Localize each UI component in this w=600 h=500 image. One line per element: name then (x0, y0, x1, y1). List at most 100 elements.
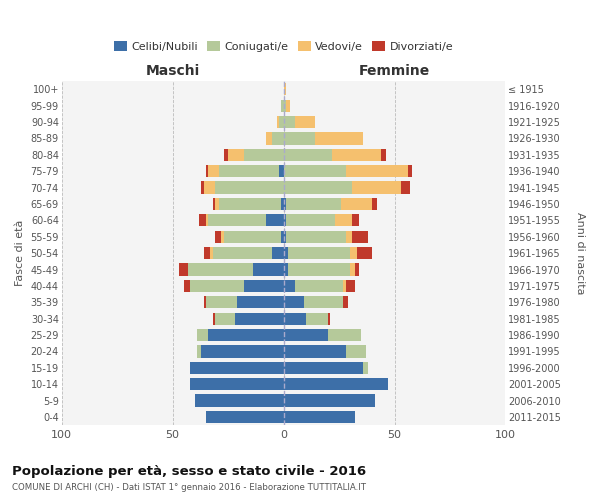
Bar (284, 312, 306, 325)
Bar (306, 312, 328, 325)
Bar (355, 264, 359, 276)
Bar (212, 247, 272, 260)
Bar (281, 230, 284, 243)
Bar (304, 296, 343, 308)
Bar (206, 165, 208, 177)
Bar (228, 148, 244, 161)
Legend: Celibi/Nubili, Coniugati/e, Vedovi/e, Divorziati/e: Celibi/Nubili, Coniugati/e, Vedovi/e, Di… (110, 38, 457, 55)
Bar (286, 214, 335, 226)
Bar (266, 132, 272, 144)
Bar (277, 116, 279, 128)
Bar (202, 182, 204, 194)
Bar (253, 264, 284, 276)
Bar (350, 247, 357, 260)
Bar (199, 214, 206, 226)
Bar (224, 148, 228, 161)
Bar (211, 247, 212, 260)
Bar (235, 312, 284, 325)
Bar (208, 329, 284, 341)
Bar (284, 329, 328, 341)
Bar (284, 378, 388, 390)
Bar (184, 280, 190, 292)
Bar (295, 280, 343, 292)
Bar (221, 230, 224, 243)
Bar (284, 264, 288, 276)
Bar (212, 198, 215, 210)
Bar (204, 182, 215, 194)
Bar (346, 346, 365, 358)
Bar (284, 83, 286, 96)
Bar (266, 214, 284, 226)
Bar (284, 116, 295, 128)
Bar (284, 148, 332, 161)
Bar (279, 165, 284, 177)
Bar (215, 312, 235, 325)
Bar (237, 296, 284, 308)
Bar (197, 329, 208, 341)
Y-axis label: Fasce di età: Fasce di età (15, 220, 25, 286)
Bar (281, 198, 284, 210)
Text: Maschi: Maschi (146, 64, 200, 78)
Bar (224, 230, 281, 243)
Bar (284, 362, 364, 374)
Bar (352, 182, 401, 194)
Bar (190, 280, 244, 292)
Bar (328, 312, 330, 325)
Bar (350, 264, 355, 276)
Bar (204, 247, 211, 260)
Bar (215, 198, 219, 210)
Bar (190, 362, 284, 374)
Bar (284, 280, 295, 292)
Bar (343, 296, 348, 308)
Bar (284, 247, 288, 260)
Bar (352, 214, 359, 226)
Bar (343, 280, 346, 292)
Text: Popolazione per età, sesso e stato civile - 2016: Popolazione per età, sesso e stato civil… (12, 465, 366, 478)
Bar (373, 198, 377, 210)
Bar (284, 214, 286, 226)
Bar (208, 214, 266, 226)
Text: COMUNE DI ARCHI (CH) - Dati ISTAT 1° gennaio 2016 - Elaborazione TUTTITALIA.IT: COMUNE DI ARCHI (CH) - Dati ISTAT 1° gen… (12, 482, 366, 492)
Bar (401, 182, 410, 194)
Bar (219, 165, 279, 177)
Bar (286, 230, 346, 243)
Bar (284, 394, 374, 406)
Bar (346, 280, 355, 292)
Bar (272, 132, 284, 144)
Bar (272, 247, 284, 260)
Bar (208, 165, 219, 177)
Bar (188, 264, 253, 276)
Bar (335, 214, 352, 226)
Bar (244, 148, 284, 161)
Bar (341, 198, 373, 210)
Bar (215, 230, 221, 243)
Bar (328, 329, 361, 341)
Bar (197, 346, 202, 358)
Bar (202, 346, 284, 358)
Bar (288, 264, 350, 276)
Bar (357, 247, 373, 260)
Bar (286, 100, 290, 112)
Bar (286, 198, 341, 210)
Bar (204, 296, 206, 308)
Bar (212, 312, 215, 325)
Bar (295, 116, 314, 128)
Bar (284, 230, 286, 243)
Y-axis label: Anni di nascita: Anni di nascita (575, 212, 585, 294)
Bar (206, 214, 208, 226)
Bar (381, 148, 386, 161)
Bar (195, 394, 284, 406)
Bar (284, 198, 286, 210)
Bar (179, 264, 188, 276)
Bar (314, 132, 364, 144)
Bar (244, 280, 284, 292)
Bar (364, 362, 368, 374)
Bar (346, 230, 352, 243)
Bar (206, 296, 237, 308)
Bar (190, 378, 284, 390)
Bar (284, 346, 346, 358)
Bar (284, 165, 346, 177)
Bar (219, 198, 281, 210)
Bar (284, 132, 314, 144)
Bar (352, 230, 368, 243)
